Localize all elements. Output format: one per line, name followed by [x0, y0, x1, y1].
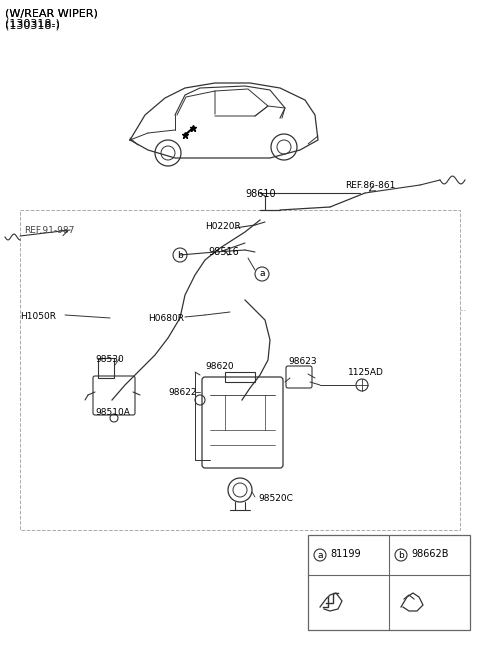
Text: 98623: 98623 — [288, 357, 317, 366]
Text: 98510A: 98510A — [95, 408, 130, 417]
Text: 98622: 98622 — [168, 388, 196, 397]
Text: H0680R: H0680R — [148, 314, 184, 323]
Bar — [98, 358, 114, 378]
Text: (W/REAR WIPER): (W/REAR WIPER) — [5, 8, 98, 18]
Text: a: a — [259, 269, 265, 279]
Text: 1125AD: 1125AD — [348, 368, 384, 377]
Text: REF.91-987: REF.91-987 — [24, 226, 74, 235]
Text: 98520C: 98520C — [258, 494, 293, 503]
Text: 81199: 81199 — [330, 549, 360, 559]
Text: a: a — [317, 551, 323, 560]
Text: 98516: 98516 — [208, 247, 239, 257]
Text: b: b — [398, 551, 404, 560]
Text: 98530: 98530 — [95, 355, 124, 364]
Text: H1050R: H1050R — [20, 312, 56, 321]
Text: 98662B: 98662B — [411, 549, 448, 559]
Text: REF.86-861: REF.86-861 — [345, 181, 396, 190]
Text: 98610: 98610 — [245, 189, 276, 199]
Bar — [308, 535, 470, 630]
Text: (130318-): (130318-) — [5, 19, 60, 29]
Text: b: b — [177, 250, 183, 260]
Bar — [20, 210, 460, 530]
Text: (W/REAR WIPER): (W/REAR WIPER) — [5, 8, 98, 18]
Text: (130318-): (130318-) — [5, 20, 60, 30]
Text: H0220R: H0220R — [205, 222, 241, 231]
Bar — [225, 372, 255, 382]
Text: 98620: 98620 — [205, 362, 234, 371]
